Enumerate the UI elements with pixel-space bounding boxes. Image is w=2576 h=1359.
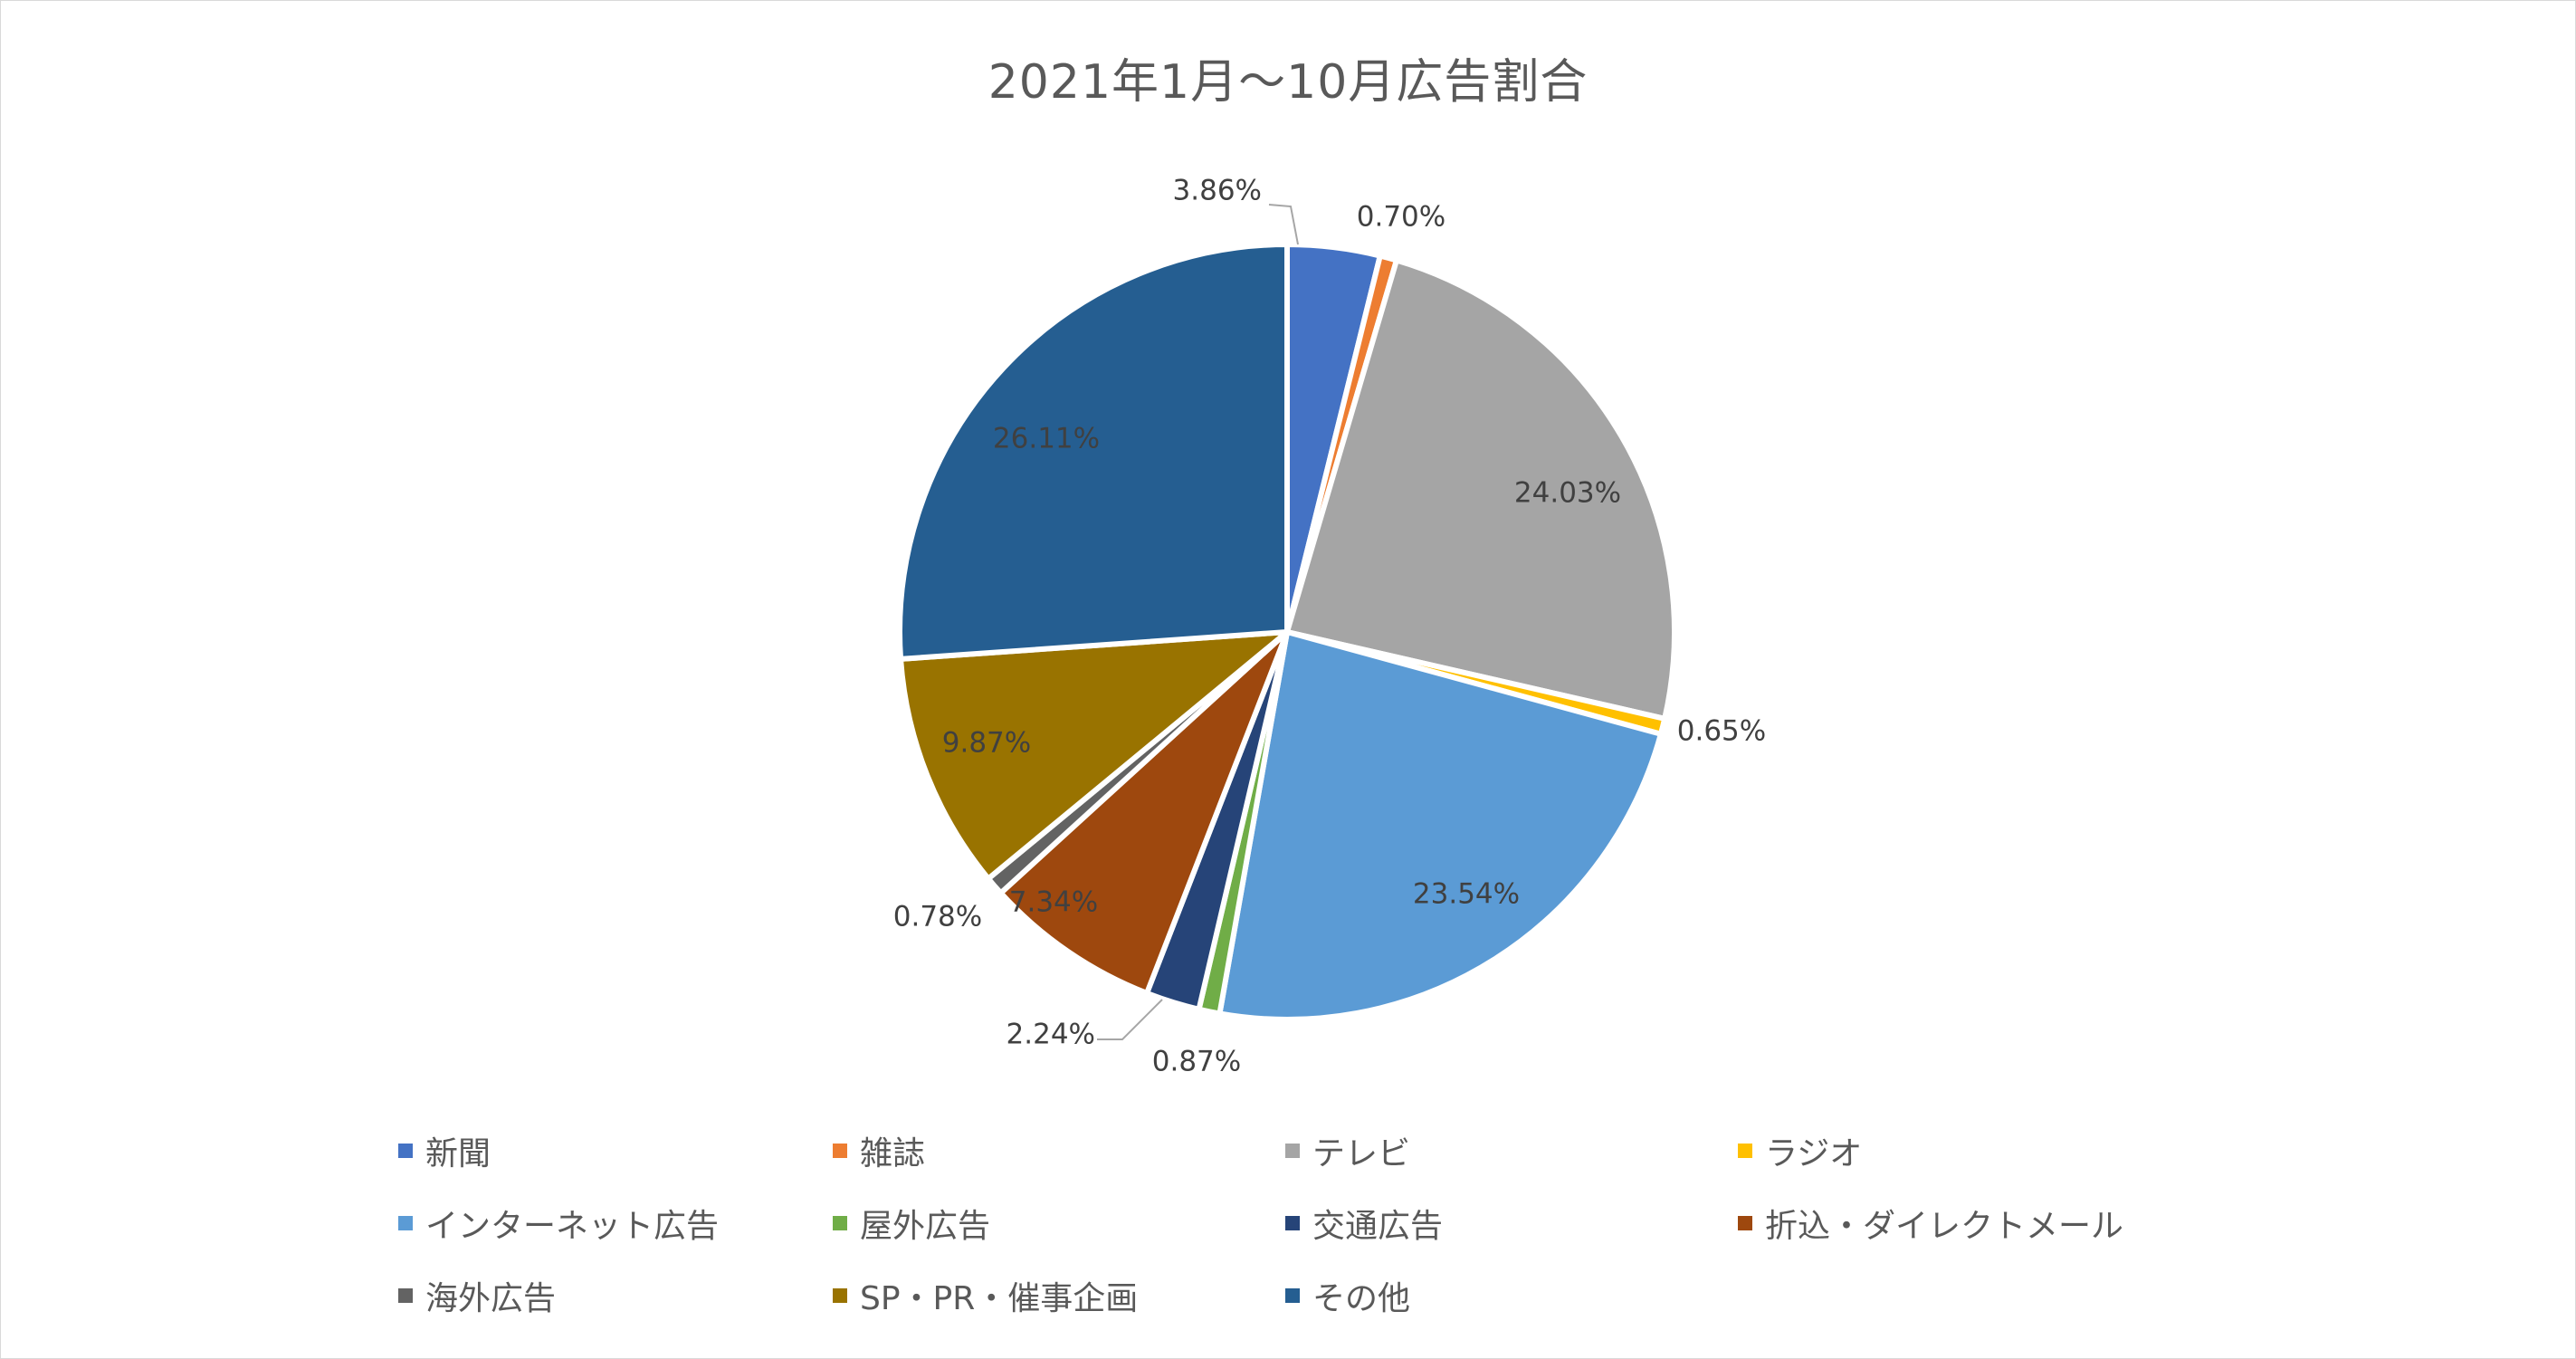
data-label: 9.87%: [942, 727, 1031, 760]
legend-label: インターネット広告: [425, 1208, 720, 1245]
legend-label: SP・PR・催事企画: [860, 1280, 1139, 1317]
legend-swatch: [1738, 1216, 1752, 1230]
legend-label: 海外広告: [425, 1280, 557, 1317]
data-label: 24.03%: [1514, 477, 1621, 510]
legend-swatch: [398, 1288, 413, 1303]
legend-item: 屋外広告: [833, 1201, 990, 1246]
legend-label: その他: [1312, 1280, 1411, 1317]
legend-label: 折込・ダイレクトメール: [1765, 1208, 2124, 1245]
legend-label: 新聞: [425, 1135, 491, 1172]
legend-swatch: [1285, 1144, 1300, 1158]
legend-swatch: [398, 1216, 413, 1230]
legend-item: テレビ: [1285, 1128, 1410, 1173]
legend-item: 海外広告: [398, 1273, 556, 1318]
data-label: 23.54%: [1413, 878, 1520, 911]
legend-label: ラジオ: [1765, 1135, 1863, 1172]
pie-slice: [997, 629, 1290, 996]
pie-slice: [898, 629, 1290, 882]
legend-item: SP・PR・催事企画: [833, 1273, 1138, 1318]
data-label: 0.78%: [893, 901, 982, 933]
legend-label: 屋外広告: [860, 1208, 991, 1245]
data-label: 26.11%: [993, 423, 1100, 455]
legend-item: その他: [1285, 1273, 1410, 1318]
legend: 新聞 雑誌 テレビ ラジオインターネット広告 屋外広告 交通広告 折込・ダイレクトメール海外…: [398, 1128, 2299, 1327]
legend-swatch: [833, 1288, 847, 1303]
legend-swatch: [833, 1216, 847, 1230]
data-label: 0.65%: [1677, 715, 1766, 748]
legend-label: テレビ: [1312, 1135, 1411, 1172]
leader-line: [1097, 999, 1163, 1040]
legend-item: インターネット広告: [398, 1201, 719, 1246]
legend-swatch: [1738, 1144, 1752, 1158]
pie-slice: [1284, 257, 1677, 722]
data-label: 0.87%: [1152, 1046, 1241, 1078]
legend-swatch: [1285, 1216, 1300, 1230]
pie-slice: [1216, 629, 1664, 1022]
legend-item: ラジオ: [1738, 1128, 1862, 1173]
legend-swatch: [1285, 1288, 1300, 1303]
legend-swatch: [398, 1144, 413, 1158]
legend-item: 交通広告: [1285, 1201, 1443, 1246]
legend-label: 雑誌: [860, 1135, 926, 1172]
data-label: 7.34%: [1009, 886, 1098, 919]
legend-item: 雑誌: [833, 1128, 925, 1173]
chart-title: 2021年1月～10月広告割合: [987, 55, 1589, 110]
pie-slice: [897, 242, 1290, 662]
legend-swatch: [833, 1144, 847, 1158]
data-label: 3.86%: [1173, 175, 1262, 207]
data-label: 0.70%: [1357, 201, 1445, 234]
leader-line: [1268, 204, 1299, 245]
data-label: 2.24%: [1007, 1019, 1095, 1051]
legend-label: 交通広告: [1312, 1208, 1444, 1245]
legend-item: 折込・ダイレクトメール: [1738, 1201, 2123, 1246]
legend-item: 新聞: [398, 1128, 491, 1173]
